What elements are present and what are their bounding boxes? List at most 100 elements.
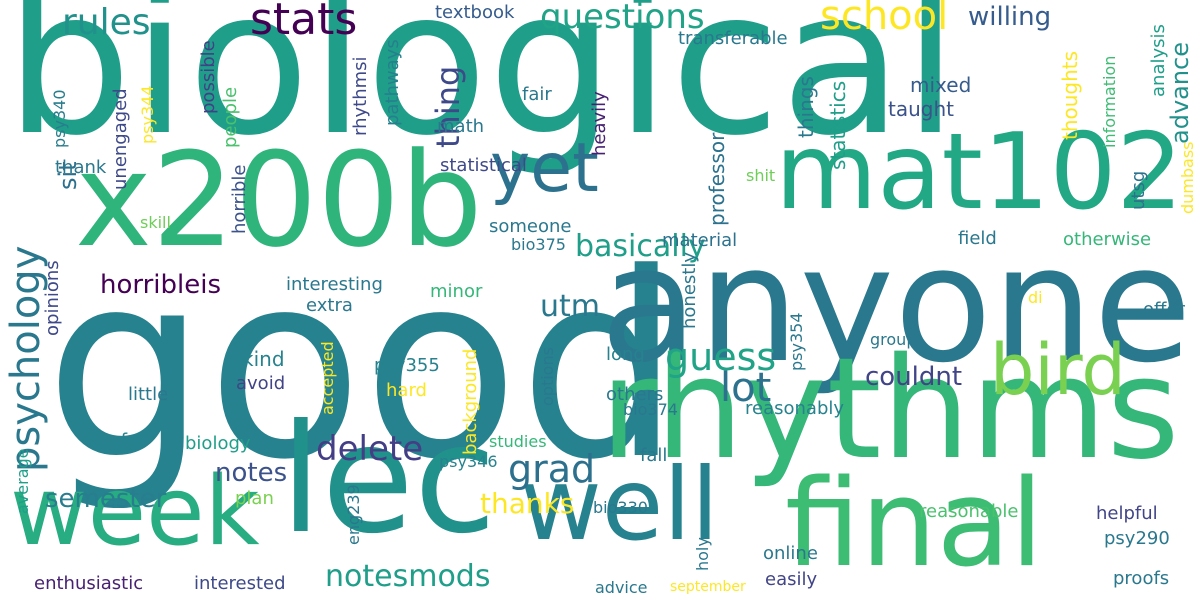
word-semester: semester bbox=[45, 484, 167, 514]
word-psy344: psy344 bbox=[138, 85, 157, 145]
word-kind: kind bbox=[242, 347, 285, 371]
word-psy355: psy355 bbox=[374, 355, 440, 376]
word-stats: stats bbox=[250, 0, 358, 45]
word-thank: thank bbox=[55, 157, 107, 178]
word-basically: basically bbox=[575, 229, 706, 264]
word-dumbass: dumbass bbox=[1178, 141, 1197, 214]
word-couldnt: couldnt bbox=[865, 362, 963, 392]
word-opinions: opinions bbox=[42, 260, 63, 336]
word-studies: studies bbox=[489, 432, 547, 451]
word-rhythms: rhythms bbox=[600, 328, 1180, 491]
word-statistical: statistical bbox=[440, 155, 527, 176]
word-field: field bbox=[958, 228, 997, 249]
word-taught: taught bbox=[888, 97, 954, 121]
word-fair: fair bbox=[522, 84, 552, 105]
word-biological: biological bbox=[5, 0, 959, 180]
word-yet: yet bbox=[490, 129, 599, 208]
word-online: online bbox=[763, 543, 818, 564]
word-average: average bbox=[13, 448, 32, 515]
word-guess: guess bbox=[665, 335, 777, 379]
word-lec: lec bbox=[280, 393, 497, 567]
word-horrible: horrible bbox=[229, 164, 250, 234]
word-interested: interested bbox=[194, 573, 286, 594]
word-proofs: proofs bbox=[1113, 568, 1170, 589]
word-others: others bbox=[606, 384, 664, 405]
word-offer: offer bbox=[1143, 299, 1185, 320]
word-math: math bbox=[437, 116, 485, 137]
word-psychology: psychology bbox=[3, 245, 49, 472]
word-thanks: thanks bbox=[480, 487, 575, 520]
word-analysis: analysis bbox=[1148, 24, 1169, 97]
word-grad: grad bbox=[508, 447, 596, 491]
word-heavily: heavily bbox=[589, 91, 610, 156]
word-advance: advance bbox=[1166, 41, 1194, 144]
word-mixed: mixed bbox=[910, 73, 972, 97]
word-background: background bbox=[460, 348, 481, 455]
word-delete: delete bbox=[316, 429, 424, 469]
word-easily: easily bbox=[765, 569, 818, 590]
word-horribleis: horribleis bbox=[100, 270, 222, 300]
word-things: things bbox=[794, 76, 818, 138]
word-questions: questions bbox=[540, 0, 705, 37]
word-reasonable: reasonable bbox=[919, 501, 1019, 522]
word-enthusiastic: enthusiastic bbox=[34, 573, 144, 594]
word-bird: bird bbox=[990, 329, 1126, 411]
word-psy290: psy290 bbox=[1104, 528, 1170, 549]
word-honestly: honestly bbox=[679, 252, 700, 329]
word-utsg: utsg bbox=[1128, 170, 1149, 210]
word-unengaged: unengaged bbox=[110, 88, 131, 190]
word-thoughts: thoughts bbox=[1058, 50, 1082, 140]
word-psy354: psy354 bbox=[787, 312, 806, 372]
word-eng239: eng239 bbox=[344, 484, 363, 545]
word-well: well bbox=[520, 446, 719, 563]
word-material: material bbox=[662, 230, 738, 251]
word-di: di bbox=[1028, 288, 1043, 307]
word-plan: plan bbox=[235, 488, 274, 509]
word-group: group bbox=[870, 330, 917, 349]
word-psy346: psy346 bbox=[439, 452, 498, 471]
word-advice: advice bbox=[595, 578, 648, 597]
word-reasonably: reasonably bbox=[745, 398, 845, 419]
word-bio375: bio375 bbox=[511, 235, 566, 254]
word-good: good bbox=[45, 219, 681, 516]
word-long: long bbox=[606, 344, 645, 365]
word-fall: fall bbox=[640, 445, 668, 466]
word-helpful: helpful bbox=[1096, 503, 1158, 524]
word-little: little bbox=[128, 384, 169, 405]
word-september: september bbox=[670, 579, 746, 595]
word-final: final bbox=[785, 455, 1044, 594]
word-minor: minor bbox=[430, 281, 483, 302]
word-otherwise: otherwise bbox=[1063, 229, 1152, 250]
word-awful: awful bbox=[95, 430, 144, 451]
word-notes: notes bbox=[215, 458, 288, 488]
word-x200b: x200b bbox=[75, 124, 483, 276]
word-bio330: bio330 bbox=[593, 498, 648, 517]
word-information: information bbox=[1100, 55, 1119, 148]
word-avoid: avoid bbox=[236, 373, 286, 394]
word-mat102: mat102 bbox=[775, 111, 1184, 233]
word-possible: possible bbox=[198, 40, 219, 114]
word-willing: willing bbox=[968, 2, 1052, 32]
word-options: options bbox=[538, 347, 557, 406]
word-extra: extra bbox=[306, 295, 353, 316]
word-bio374: bio374 bbox=[623, 400, 678, 419]
word-rules: rules bbox=[62, 2, 151, 43]
word-rhythmsi: rhythmsi bbox=[350, 56, 371, 136]
word-interesting: interesting bbox=[286, 274, 383, 295]
word-someone: someone bbox=[489, 216, 572, 237]
word-professor: professor bbox=[705, 132, 729, 226]
word-accepted: accepted bbox=[318, 341, 337, 415]
word-shit: shit bbox=[746, 166, 776, 185]
word-people: people bbox=[220, 86, 241, 148]
word-lot: lot bbox=[720, 365, 772, 411]
word-notesmods: notesmods bbox=[325, 559, 491, 594]
word-transferable: transferable bbox=[678, 28, 788, 49]
word-holy: holy bbox=[693, 537, 712, 571]
word-anyone: anyone bbox=[600, 211, 1192, 398]
word-utm: utm bbox=[540, 289, 600, 324]
word-hard: hard bbox=[386, 380, 427, 401]
word-textbook: textbook bbox=[435, 2, 515, 23]
word-biology: biology bbox=[185, 433, 251, 454]
word-statistics: statistics bbox=[826, 80, 850, 170]
